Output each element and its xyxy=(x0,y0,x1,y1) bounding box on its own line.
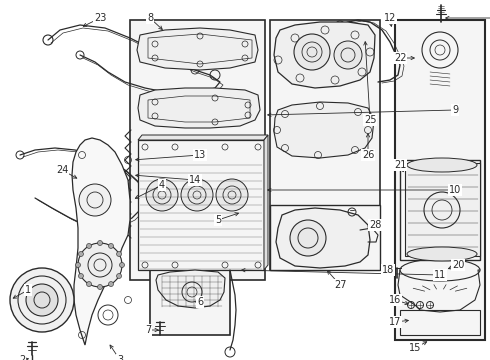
Bar xyxy=(138,140,264,270)
Bar xyxy=(400,160,480,260)
Circle shape xyxy=(117,252,122,256)
Bar xyxy=(270,205,380,270)
Bar xyxy=(395,20,485,340)
Text: 14: 14 xyxy=(189,175,201,185)
Text: 25: 25 xyxy=(364,115,376,125)
Polygon shape xyxy=(72,138,130,345)
Bar xyxy=(130,20,265,280)
Text: 13: 13 xyxy=(194,150,206,160)
Text: 12: 12 xyxy=(384,13,396,23)
Text: 17: 17 xyxy=(389,317,401,327)
Circle shape xyxy=(87,282,92,287)
Text: 20: 20 xyxy=(452,260,464,270)
Circle shape xyxy=(294,34,330,70)
Polygon shape xyxy=(264,135,268,270)
Circle shape xyxy=(98,284,102,289)
Circle shape xyxy=(26,284,58,316)
Circle shape xyxy=(108,243,114,248)
Circle shape xyxy=(75,262,80,267)
Text: 11: 11 xyxy=(434,270,446,280)
Circle shape xyxy=(79,184,111,216)
Polygon shape xyxy=(156,270,225,308)
Polygon shape xyxy=(138,88,260,128)
Circle shape xyxy=(78,243,122,287)
Bar xyxy=(405,163,480,256)
Text: 5: 5 xyxy=(215,215,221,225)
Circle shape xyxy=(334,41,362,69)
Text: 10: 10 xyxy=(449,185,461,195)
Circle shape xyxy=(146,179,178,211)
Text: 1: 1 xyxy=(25,285,31,295)
Circle shape xyxy=(120,262,124,267)
Text: 9: 9 xyxy=(452,105,458,115)
Text: 6: 6 xyxy=(197,297,203,307)
Circle shape xyxy=(78,252,83,256)
Bar xyxy=(270,20,380,270)
Polygon shape xyxy=(138,135,268,140)
Text: 27: 27 xyxy=(334,280,346,290)
Text: 2: 2 xyxy=(19,355,25,360)
Text: 23: 23 xyxy=(94,13,106,23)
Polygon shape xyxy=(274,22,375,88)
Text: 4: 4 xyxy=(159,180,165,190)
Circle shape xyxy=(98,240,102,246)
Bar xyxy=(150,265,230,335)
Circle shape xyxy=(87,243,92,248)
Text: 21: 21 xyxy=(394,160,406,170)
Bar xyxy=(400,310,480,335)
Text: 22: 22 xyxy=(394,53,406,63)
Circle shape xyxy=(117,274,122,279)
Polygon shape xyxy=(274,102,374,158)
Text: 15: 15 xyxy=(409,343,421,353)
Text: 3: 3 xyxy=(117,355,123,360)
Ellipse shape xyxy=(407,247,477,261)
Text: 8: 8 xyxy=(147,13,153,23)
Circle shape xyxy=(290,220,326,256)
Circle shape xyxy=(10,268,74,332)
Ellipse shape xyxy=(407,158,477,172)
Polygon shape xyxy=(137,28,258,70)
Circle shape xyxy=(181,179,213,211)
Text: 28: 28 xyxy=(369,220,381,230)
Text: 26: 26 xyxy=(362,150,374,160)
Text: 7: 7 xyxy=(145,325,151,335)
Text: 16: 16 xyxy=(389,295,401,305)
Circle shape xyxy=(216,179,248,211)
Polygon shape xyxy=(276,208,370,268)
Text: 18: 18 xyxy=(382,265,394,275)
Text: 24: 24 xyxy=(56,165,68,175)
Circle shape xyxy=(78,274,83,279)
Circle shape xyxy=(108,282,114,287)
